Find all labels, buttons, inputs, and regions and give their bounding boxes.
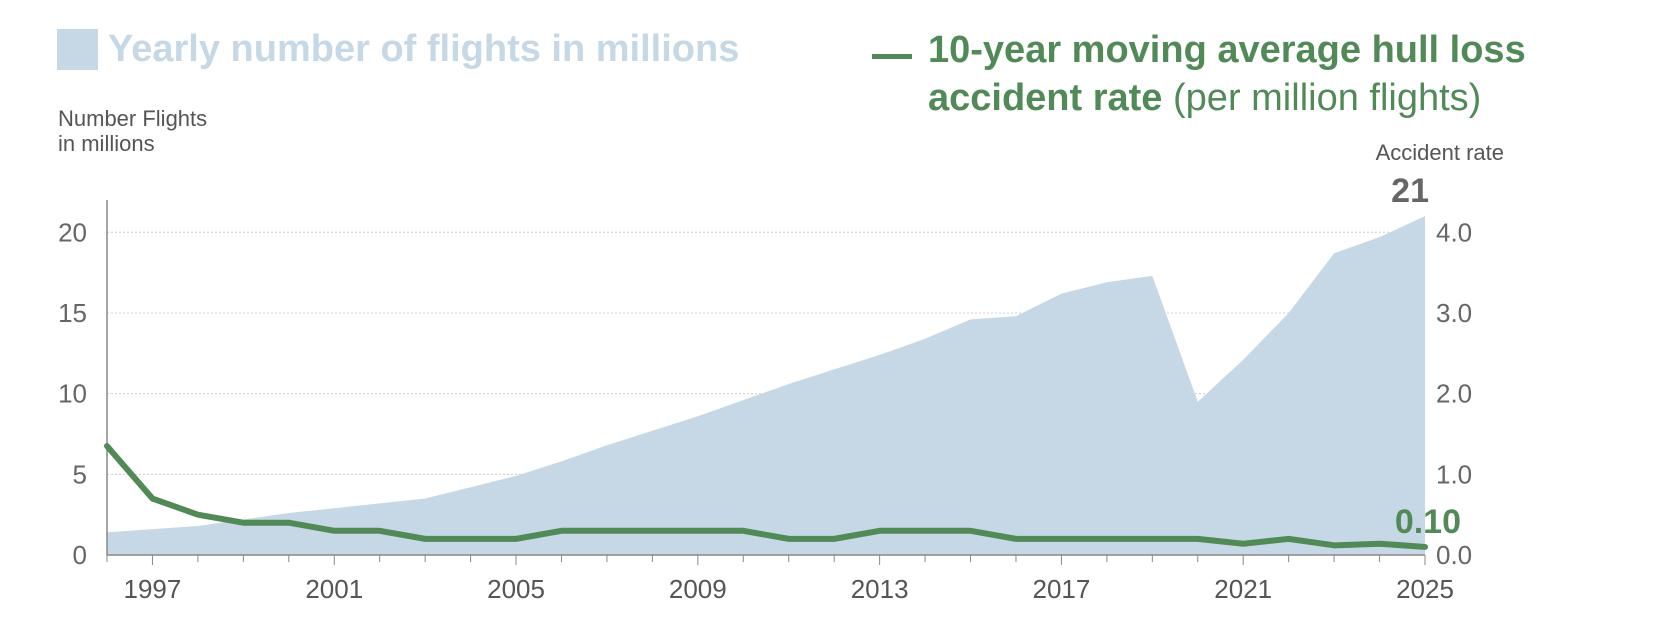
flights-area (107, 216, 1425, 556)
right-y-tick-label: 1.0 (1436, 459, 1472, 489)
right-y-tick-label: 3.0 (1436, 298, 1472, 328)
right-y-tick-label: 0.0 (1436, 540, 1472, 570)
x-tick-label: 2025 (1396, 574, 1454, 604)
left-axis-title-line2: in millions (58, 131, 155, 156)
x-tick-label: 2017 (1032, 574, 1090, 604)
x-tick-label: 2005 (487, 574, 545, 604)
x-tick-label: 2001 (305, 574, 363, 604)
rate-end-label: 0.10 (1395, 503, 1461, 541)
left-y-tick-label: 5 (73, 459, 87, 489)
legend-rate: 10-year moving average hull loss acciden… (872, 26, 1526, 122)
right-y-tick-label: 4.0 (1436, 217, 1472, 247)
left-y-tick-label: 10 (58, 379, 87, 409)
x-tick-label: 2013 (851, 574, 909, 604)
legend-rate-bold-line1: 10-year moving average hull loss (928, 29, 1526, 71)
left-axis-title-line1: Number Flights (58, 106, 208, 131)
x-tick-label: 2009 (669, 574, 727, 604)
legend-area-swatch (57, 29, 98, 70)
legend-flights: Yearly number of flights in millions (57, 28, 739, 71)
legend-rate-label: 10-year moving average hull loss acciden… (928, 26, 1526, 122)
left-y-tick-label: 0 (73, 540, 87, 570)
legend-rate-bold-line2: accident rate (928, 77, 1163, 119)
right-axis-title: Accident rate (1375, 140, 1504, 165)
x-tick-label: 1997 (124, 574, 182, 604)
accident-rate-line (104, 443, 1428, 550)
flights-end-label: 21 (1391, 172, 1429, 210)
left-y-tick-label: 15 (58, 298, 87, 328)
right-y-tick-label: 2.0 (1436, 379, 1472, 409)
legend-rate-unit: (per million flights) (1173, 77, 1482, 119)
legend-line-swatch (872, 54, 912, 59)
x-tick-label: 2021 (1214, 574, 1272, 604)
legend-flights-label: Yearly number of flights in millions (108, 28, 740, 70)
left-y-tick-label: 20 (58, 217, 87, 247)
left-axis-title: Number Flights in millions (58, 106, 207, 156)
